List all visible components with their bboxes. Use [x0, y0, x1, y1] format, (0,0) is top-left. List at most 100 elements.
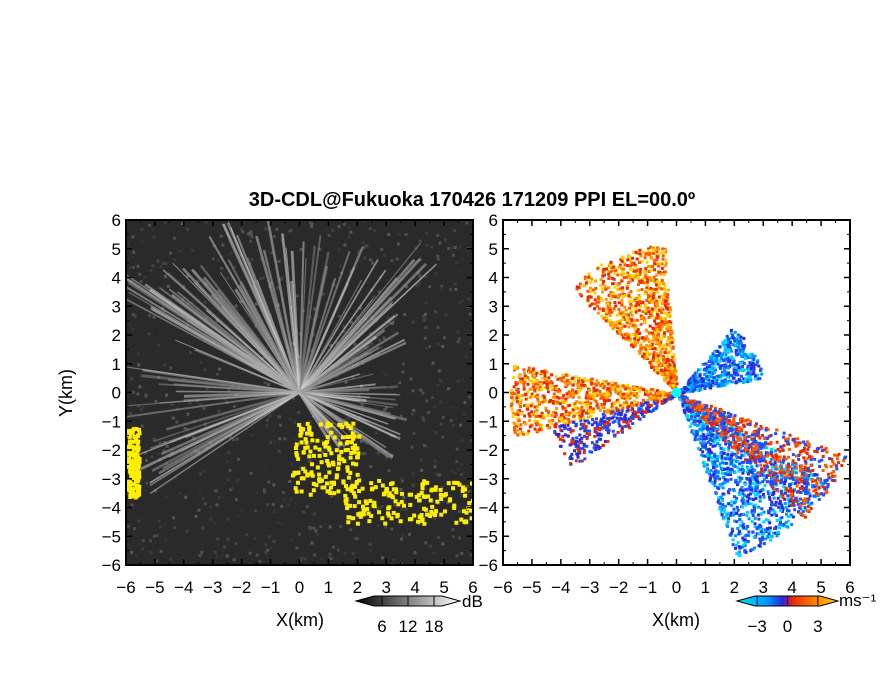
- velocity-cell: [796, 502, 800, 506]
- velocity-cell: [752, 535, 756, 539]
- strong-echo-cell: [323, 444, 328, 449]
- velocity-cell: [718, 462, 722, 466]
- velocity-cell: [561, 373, 565, 377]
- noise-cell: [441, 499, 445, 503]
- velocity-cell: [515, 422, 519, 426]
- velocity-cell: [601, 426, 605, 430]
- noise-cell: [369, 465, 373, 469]
- velocity-cell: [598, 437, 602, 441]
- strong-echo-cell: [358, 513, 363, 518]
- velocity-cell: [749, 549, 753, 553]
- velocity-cell: [703, 444, 707, 448]
- noise-cell: [400, 537, 404, 541]
- noise-cell: [438, 241, 442, 245]
- velocity-cell: [771, 493, 775, 497]
- velocity-cell: [581, 426, 585, 430]
- strong-echo-cell: [299, 440, 304, 445]
- strong-echo-cell: [350, 484, 355, 489]
- noise-cell: [212, 521, 216, 525]
- velocity-cell: [560, 379, 564, 383]
- velocity-cell: [664, 393, 668, 397]
- velocity-cell: [725, 334, 729, 338]
- noise-cell: [384, 406, 388, 410]
- noise-cell: [200, 550, 204, 554]
- velocity-cell: [703, 462, 707, 466]
- velocity-cell: [738, 479, 742, 483]
- noise-cell: [253, 531, 257, 535]
- velocity-cell: [655, 262, 659, 266]
- velocity-cell: [570, 394, 574, 398]
- velocity-cell: [752, 510, 756, 514]
- noise-cell: [226, 478, 230, 482]
- noise-cell: [225, 554, 229, 558]
- velocity-cell: [621, 384, 625, 388]
- velocity-cell: [616, 294, 620, 298]
- noise-cell: [373, 228, 377, 232]
- strong-echo-cell: [131, 491, 136, 496]
- velocity-cell: [540, 416, 544, 420]
- noise-cell: [343, 551, 347, 555]
- velocity-cell: [531, 385, 535, 389]
- strong-echo-cell: [349, 440, 354, 445]
- velocity-cell: [756, 448, 760, 452]
- velocity-cell: [640, 259, 644, 263]
- velocity-cell: [784, 505, 788, 509]
- noise-cell: [136, 264, 140, 268]
- velocity-cell: [571, 429, 575, 433]
- noise-cell: [327, 556, 331, 560]
- velocity-cell: [628, 322, 632, 326]
- noise-cell: [412, 408, 416, 412]
- velocity-cell: [789, 513, 793, 517]
- velocity-cell: [792, 468, 796, 472]
- noise-cell: [359, 439, 363, 443]
- strong-echo-cell: [293, 486, 298, 491]
- velocity-cell: [762, 493, 766, 497]
- velocity-cell: [696, 413, 700, 417]
- velocity-cell: [620, 333, 624, 337]
- reflectivity-beam: [262, 249, 301, 393]
- velocity-cell: [543, 386, 547, 390]
- velocity-cell: [753, 493, 757, 497]
- reflectivity-panel: −6 −5 −4 −3 −2 −1 0 1 2 3 4 5 6 6543210−1−2−3−4−5−6 …: [56, 211, 478, 630]
- strong-echo-cell: [336, 466, 341, 471]
- velocity-cell: [592, 396, 596, 400]
- noise-cell: [434, 272, 438, 276]
- velocity-cell: [716, 376, 720, 380]
- velocity-cell: [768, 491, 772, 495]
- velocity-cell: [599, 396, 603, 400]
- velocity-cell: [754, 485, 758, 489]
- velocity-cell: [766, 509, 770, 513]
- velocity-cell: [532, 375, 536, 379]
- velocity-cell: [692, 429, 696, 433]
- velocity-cell: [601, 443, 605, 447]
- velocity-cell: [528, 425, 532, 429]
- noise-cell: [311, 221, 315, 225]
- y-tick-label: −3: [102, 470, 121, 489]
- velocity-cell: [746, 452, 750, 456]
- noise-cell: [290, 462, 294, 466]
- velocity-cell: [698, 418, 702, 422]
- velocity-cell: [798, 490, 802, 494]
- strong-echo-cell: [348, 434, 353, 439]
- velocity-cell: [694, 429, 698, 433]
- velocity-cell: [653, 402, 657, 406]
- velocity-cell: [651, 326, 655, 330]
- velocity-cell: [759, 367, 763, 371]
- velocity-cell: [604, 307, 608, 311]
- noise-cell: [223, 451, 227, 455]
- noise-cell: [453, 246, 457, 250]
- velocity-cell: [645, 286, 649, 290]
- velocity-cell: [669, 337, 673, 341]
- velocity-cell: [748, 492, 752, 496]
- velocity-cell: [526, 376, 530, 380]
- noise-cell: [249, 239, 253, 243]
- velocity-cell: [723, 504, 727, 508]
- noise-cell: [137, 519, 141, 523]
- velocity-cell: [748, 459, 752, 463]
- velocity-cell: [656, 399, 660, 403]
- velocity-cell: [576, 382, 580, 386]
- velocity-cell: [645, 335, 649, 339]
- velocity-cell: [596, 311, 600, 315]
- noise-cell: [338, 314, 342, 318]
- noise-cell: [233, 265, 237, 269]
